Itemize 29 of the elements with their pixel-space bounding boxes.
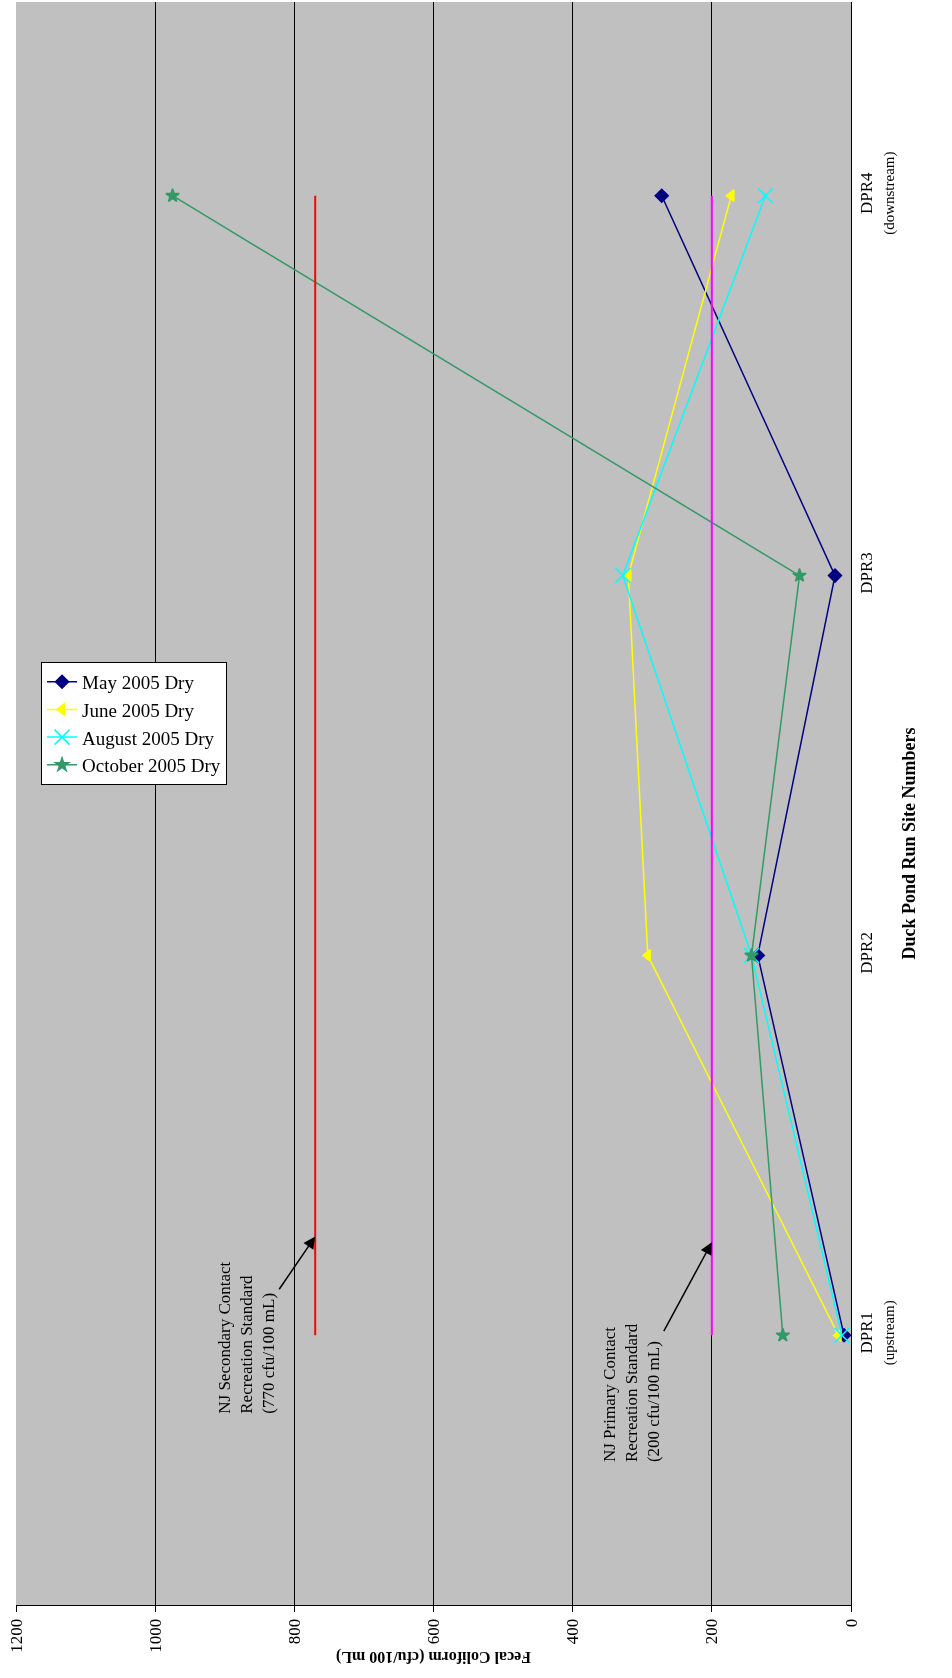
point bbox=[165, 187, 180, 203]
point bbox=[827, 568, 843, 583]
y-tick-label: DPR2 bbox=[857, 932, 877, 974]
point bbox=[725, 189, 735, 203]
point bbox=[654, 188, 669, 203]
y-axis-title: Duck Pond Run Site Numbers bbox=[898, 727, 919, 960]
legend-label: June 2005 Dry bbox=[82, 699, 195, 721]
point bbox=[792, 567, 807, 582]
y-tick-label: DPR3 bbox=[857, 552, 877, 594]
point bbox=[642, 948, 652, 962]
x-tick-label: 600 bbox=[424, 1618, 444, 1645]
x-tick-label: 0 bbox=[841, 1618, 861, 1628]
legend-label: May 2005 Dry bbox=[82, 672, 195, 694]
x-tick-label: 200 bbox=[702, 1618, 722, 1645]
x-tick-label: 1200 bbox=[6, 1618, 26, 1653]
y-tick-label: DPR1 (upstream) bbox=[857, 1300, 899, 1366]
point bbox=[614, 567, 632, 584]
x-tick-label: 400 bbox=[563, 1618, 583, 1645]
x-axis-title: Fecal Coliform (cfu/100 mL) bbox=[335, 1648, 531, 1666]
legend-label: August 2005 Dry bbox=[82, 727, 215, 749]
point bbox=[757, 187, 774, 204]
ref-line-label: NJ Primary Contact Recreation Standard (200 cfu/100 mL) bbox=[599, 1323, 663, 1463]
y-tick-label: DPR4 (downstream) bbox=[857, 151, 899, 235]
point bbox=[622, 569, 632, 583]
point bbox=[775, 1327, 791, 1342]
x-tick-label: 800 bbox=[284, 1618, 304, 1645]
legend-label: October 2005 Dry bbox=[82, 755, 221, 777]
ref-line-label: NJ Secondary Contact Recreation Standard (770 cfu/100 mL) bbox=[214, 1261, 278, 1414]
x-tick-label: 1000 bbox=[145, 1618, 165, 1653]
